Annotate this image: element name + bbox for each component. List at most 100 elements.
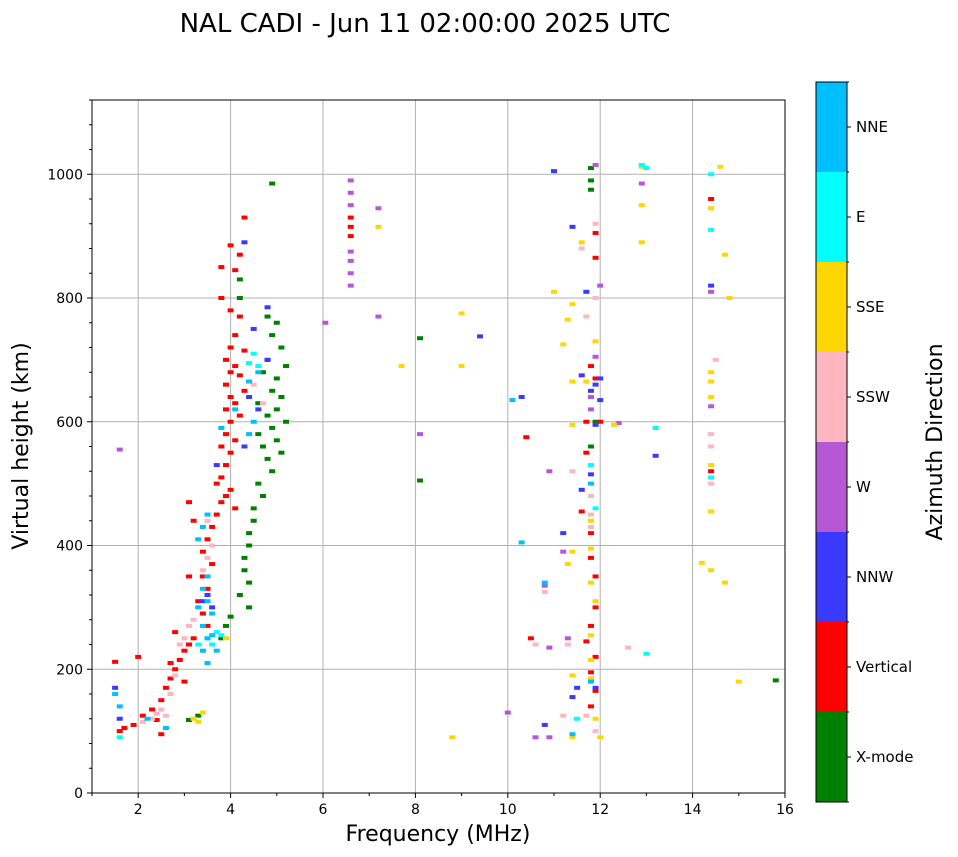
- colorbar-category-label: NNE: [856, 118, 888, 136]
- data-point: [587, 676, 594, 681]
- data-point: [541, 589, 548, 594]
- data-point: [592, 654, 599, 659]
- data-point: [264, 456, 271, 461]
- data-point: [708, 444, 715, 449]
- data-point: [587, 704, 594, 709]
- data-point: [638, 240, 645, 245]
- data-point: [278, 450, 285, 455]
- data-point: [204, 636, 211, 641]
- data-point: [246, 605, 253, 610]
- data-point: [564, 317, 571, 322]
- data-point: [638, 181, 645, 186]
- data-point: [587, 633, 594, 638]
- data-point: [218, 425, 225, 430]
- data-point: [218, 636, 225, 641]
- data-point: [213, 463, 220, 468]
- series-nnw: [112, 169, 715, 727]
- y-tick-label: 1000: [47, 167, 83, 183]
- data-point: [587, 388, 594, 393]
- data-point: [615, 420, 622, 425]
- data-point: [269, 388, 276, 393]
- data-point: [541, 580, 548, 585]
- colorbar-segment: [816, 82, 847, 172]
- data-point: [638, 162, 645, 167]
- data-point: [592, 162, 599, 167]
- data-point: [569, 379, 576, 384]
- data-point: [597, 376, 604, 381]
- colorbar-label: Azimuth Direction: [923, 343, 948, 540]
- data-point: [273, 376, 280, 381]
- data-point: [712, 357, 719, 362]
- data-point: [250, 506, 257, 511]
- data-point: [564, 636, 571, 641]
- data-point: [587, 364, 594, 369]
- data-point: [592, 376, 599, 381]
- data-point: [592, 605, 599, 610]
- data-point: [213, 630, 220, 635]
- x-tick-label: 10: [499, 802, 517, 818]
- data-point: [195, 599, 202, 604]
- data-point: [199, 648, 206, 653]
- data-point: [199, 574, 206, 579]
- data-point: [186, 717, 193, 722]
- data-point: [375, 314, 382, 319]
- data-point: [269, 181, 276, 186]
- colorbar-category-label: NNW: [856, 568, 893, 586]
- data-point: [269, 425, 276, 430]
- data-point: [144, 716, 151, 721]
- chart-title: NAL CADI - Jun 11 02:00:00 2025 UTC: [180, 9, 671, 39]
- data-point: [186, 623, 193, 628]
- data-point: [190, 518, 197, 523]
- data-point: [592, 422, 599, 427]
- data-point: [560, 549, 567, 554]
- data-point: [347, 283, 354, 288]
- data-point: [509, 398, 516, 403]
- data-point: [199, 710, 206, 715]
- data-point: [218, 475, 225, 480]
- data-point: [222, 407, 229, 412]
- data-point: [698, 560, 705, 565]
- series-e: [116, 162, 715, 740]
- data-point: [569, 673, 576, 678]
- data-point: [153, 711, 160, 716]
- data-points: [112, 162, 779, 740]
- data-point: [708, 509, 715, 514]
- data-point: [209, 543, 216, 548]
- data-point: [551, 289, 557, 294]
- data-point: [204, 599, 211, 604]
- data-point: [172, 673, 179, 678]
- data-point: [708, 197, 715, 201]
- data-point: [236, 296, 243, 300]
- data-point: [209, 633, 216, 638]
- data-point: [139, 713, 146, 718]
- data-point: [213, 481, 220, 486]
- data-point: [592, 255, 599, 260]
- data-point: [232, 333, 239, 338]
- data-point: [587, 494, 594, 498]
- data-point: [569, 732, 576, 737]
- data-point: [708, 404, 715, 409]
- data-point: [241, 568, 248, 573]
- data-point: [587, 444, 594, 449]
- data-point: [569, 302, 576, 307]
- data-point: [190, 617, 197, 622]
- data-point: [611, 422, 618, 427]
- data-point: [181, 636, 188, 641]
- data-point: [227, 243, 234, 248]
- data-point: [592, 599, 599, 604]
- data-point: [347, 190, 354, 195]
- data-point: [458, 311, 465, 316]
- data-point: [209, 611, 216, 616]
- data-point: [583, 289, 590, 294]
- data-point: [273, 407, 280, 412]
- data-point: [283, 419, 290, 424]
- data-point: [227, 345, 234, 350]
- data-point: [190, 636, 197, 641]
- data-point: [587, 178, 594, 183]
- data-point: [236, 252, 243, 257]
- series-ssw: [139, 221, 719, 734]
- data-point: [264, 357, 271, 362]
- data-point: [116, 716, 123, 721]
- data-point: [112, 692, 119, 696]
